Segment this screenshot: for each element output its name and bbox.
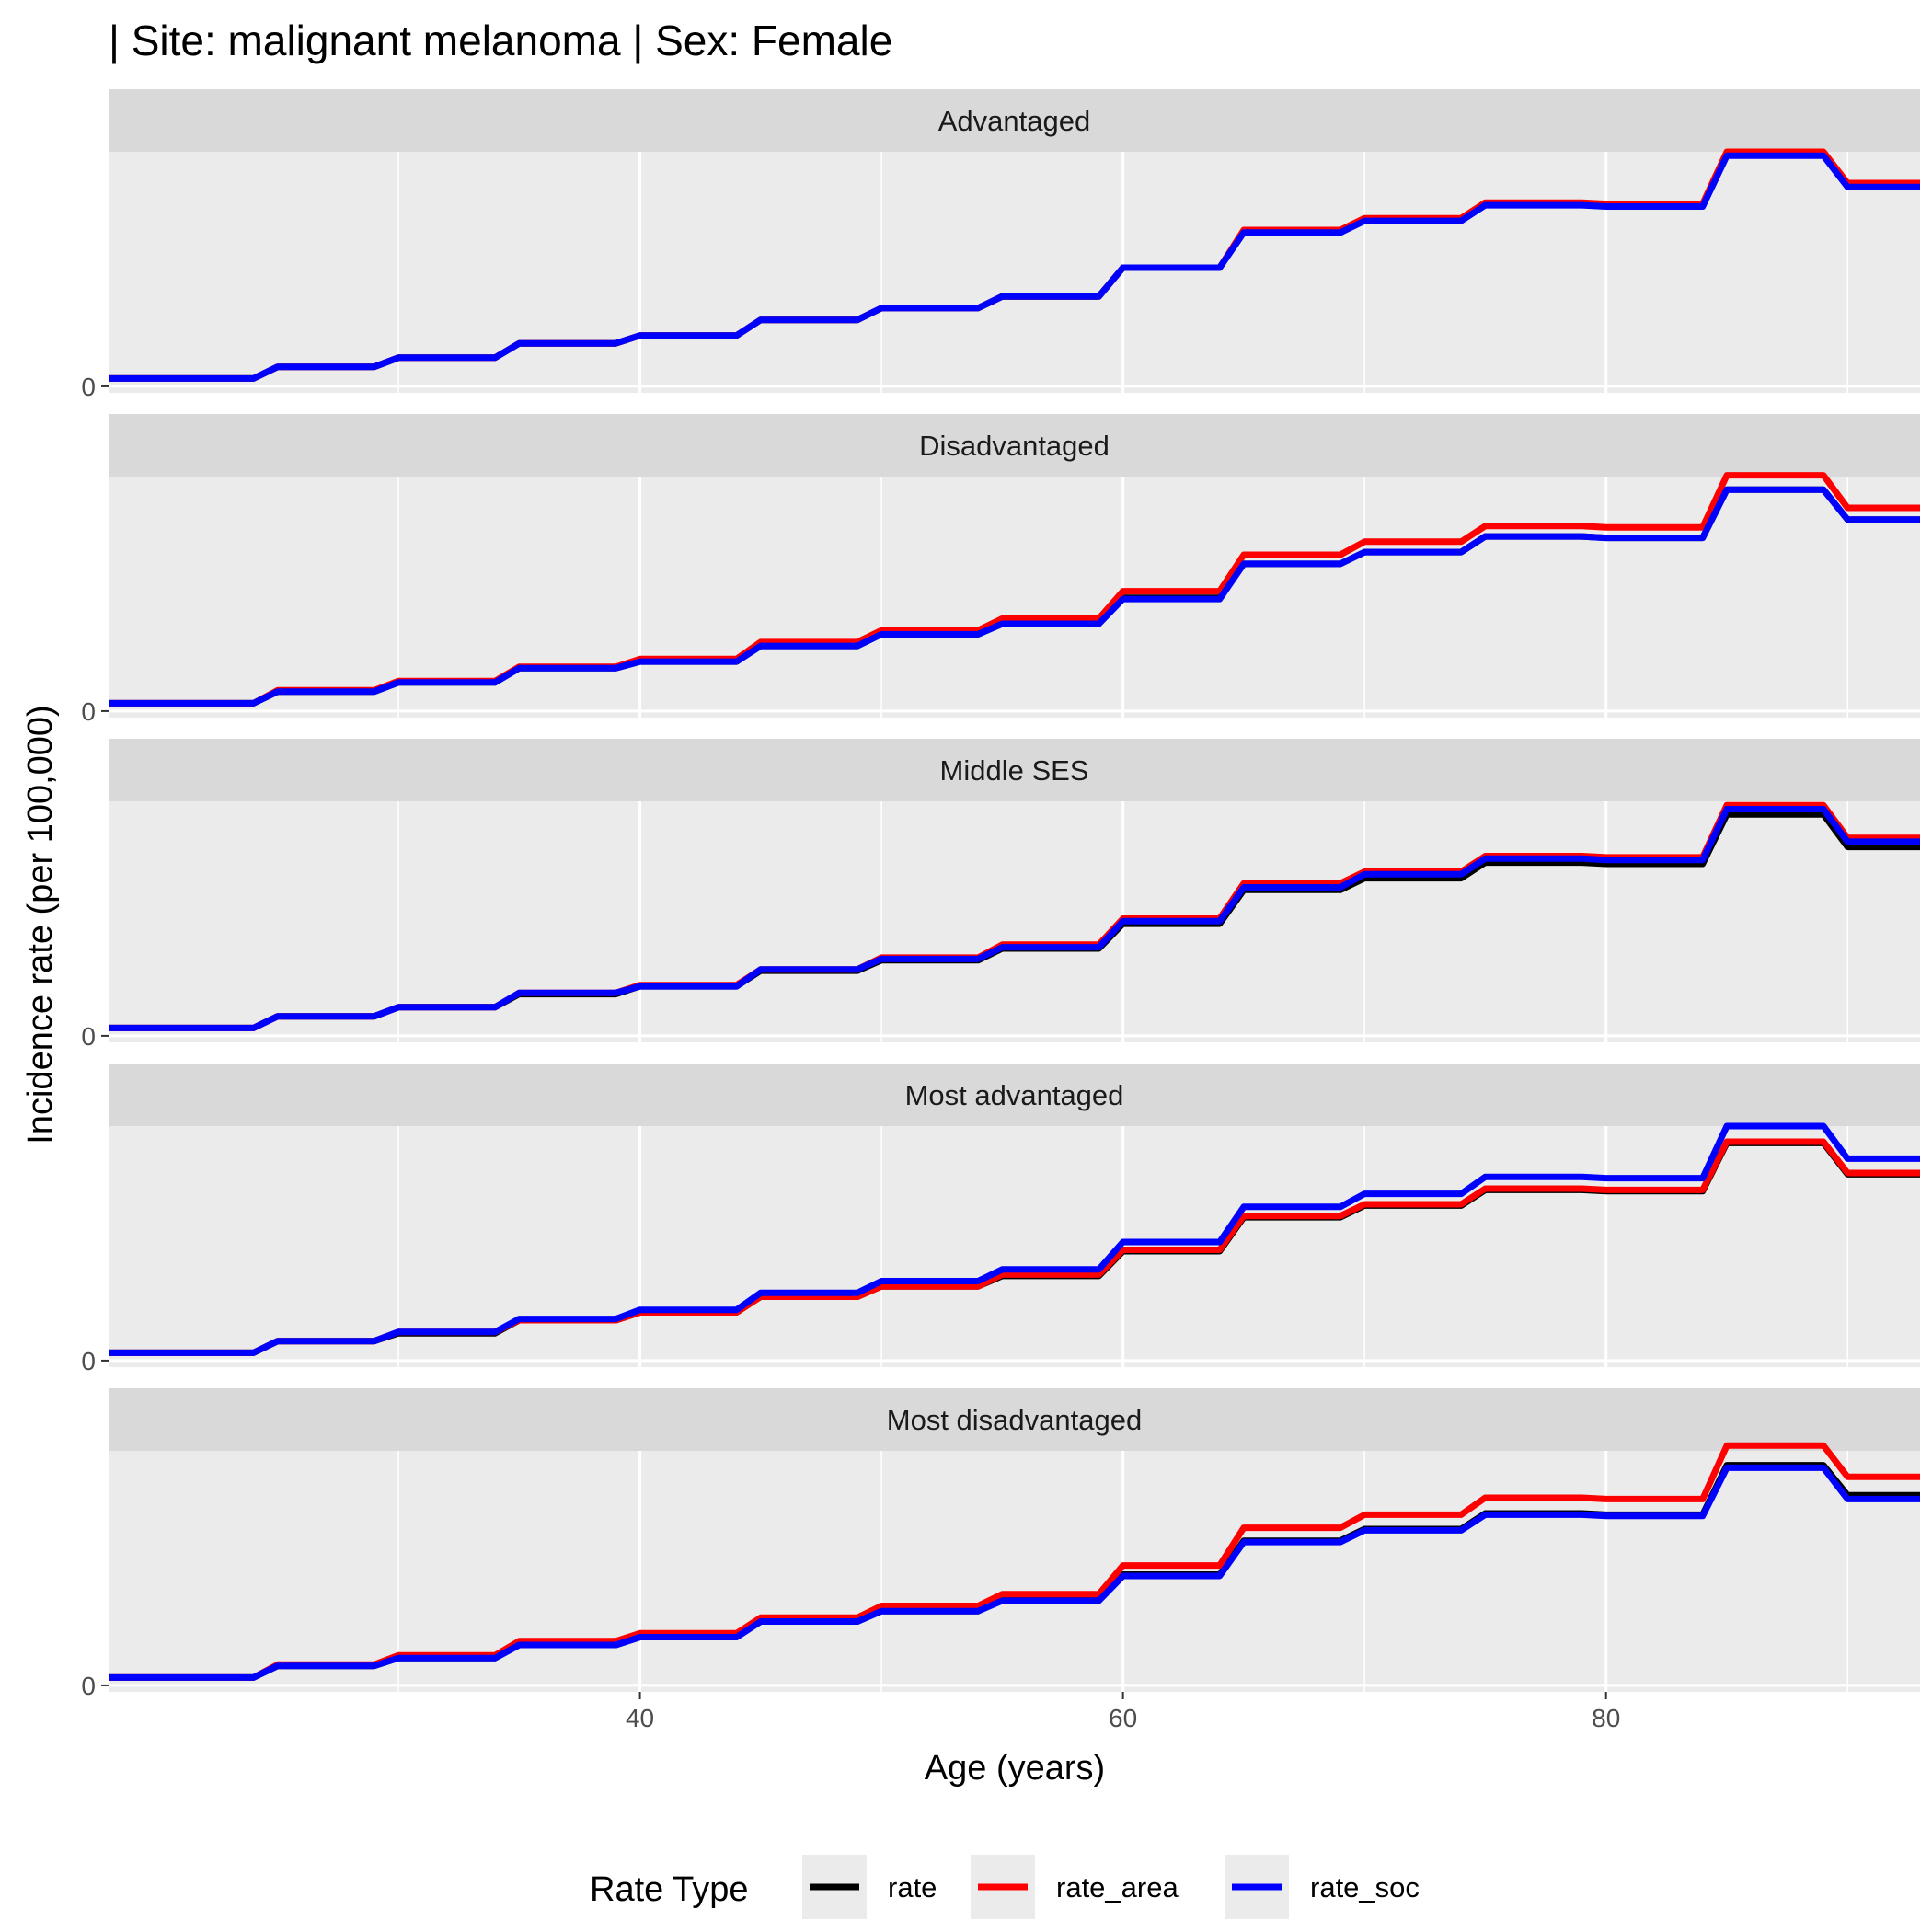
y-tick-label: 0 [81, 1672, 96, 1700]
y-tick-label: 0 [81, 697, 96, 726]
facet-strip-label: Advantaged [938, 105, 1090, 137]
facet-strip-label: Disadvantaged [919, 430, 1110, 462]
facet-panel: Disadvantaged 0 [81, 414, 1920, 726]
facet-strip [109, 414, 1920, 477]
y-tick-label: 0 [81, 1022, 96, 1051]
legend-title: Rate Type [590, 1870, 749, 1909]
facet-panel: Advantaged 0 [81, 89, 1920, 401]
x-tick-label: 80 [1592, 1704, 1620, 1732]
series-line-rate-soc [109, 1122, 1920, 1356]
facet-panel: Most advantaged 0 [81, 1064, 1920, 1375]
y-axis-title: Incidence rate (per 100,000) [21, 705, 60, 1144]
x-axis-title: Age (years) [925, 1749, 1105, 1788]
series-line-rate-soc [109, 486, 1920, 707]
facet-panel: Most disadvantaged 0 40 60 80 [81, 1388, 1920, 1732]
y-tick-label: 0 [81, 1347, 96, 1375]
legend-label: rate_area [1056, 1871, 1179, 1903]
series-line-rate-soc [109, 1464, 1920, 1681]
panel-background [109, 1126, 1920, 1367]
facet-strip-label: Most disadvantaged [887, 1404, 1142, 1436]
series-line-rate-soc [109, 152, 1920, 382]
facet-strip [109, 1388, 1920, 1451]
series-line-rate-soc [109, 806, 1920, 1031]
facet-strip [109, 1064, 1920, 1126]
facet-panel: Middle SES 0 [81, 739, 1920, 1051]
panel-background [109, 1451, 1920, 1692]
facet-strip-label: Most advantaged [905, 1079, 1124, 1111]
legend: Rate Type rate rate_area rate_soc [590, 1855, 1420, 1919]
facet-strip-label: Middle SES [940, 754, 1089, 787]
y-tick-label: 0 [81, 373, 96, 401]
panel-background [109, 801, 1920, 1042]
legend-label: rate_soc [1310, 1871, 1420, 1903]
x-tick-label: 60 [1109, 1704, 1137, 1732]
facet-strip [109, 739, 1920, 801]
chart-title: | Site: malignant melanoma | Sex: Female [109, 17, 892, 64]
panel-background [109, 477, 1920, 718]
panel-background [109, 152, 1920, 393]
legend-label: rate [888, 1871, 937, 1903]
x-tick-label: 40 [626, 1704, 654, 1732]
facet-strip [109, 89, 1920, 152]
